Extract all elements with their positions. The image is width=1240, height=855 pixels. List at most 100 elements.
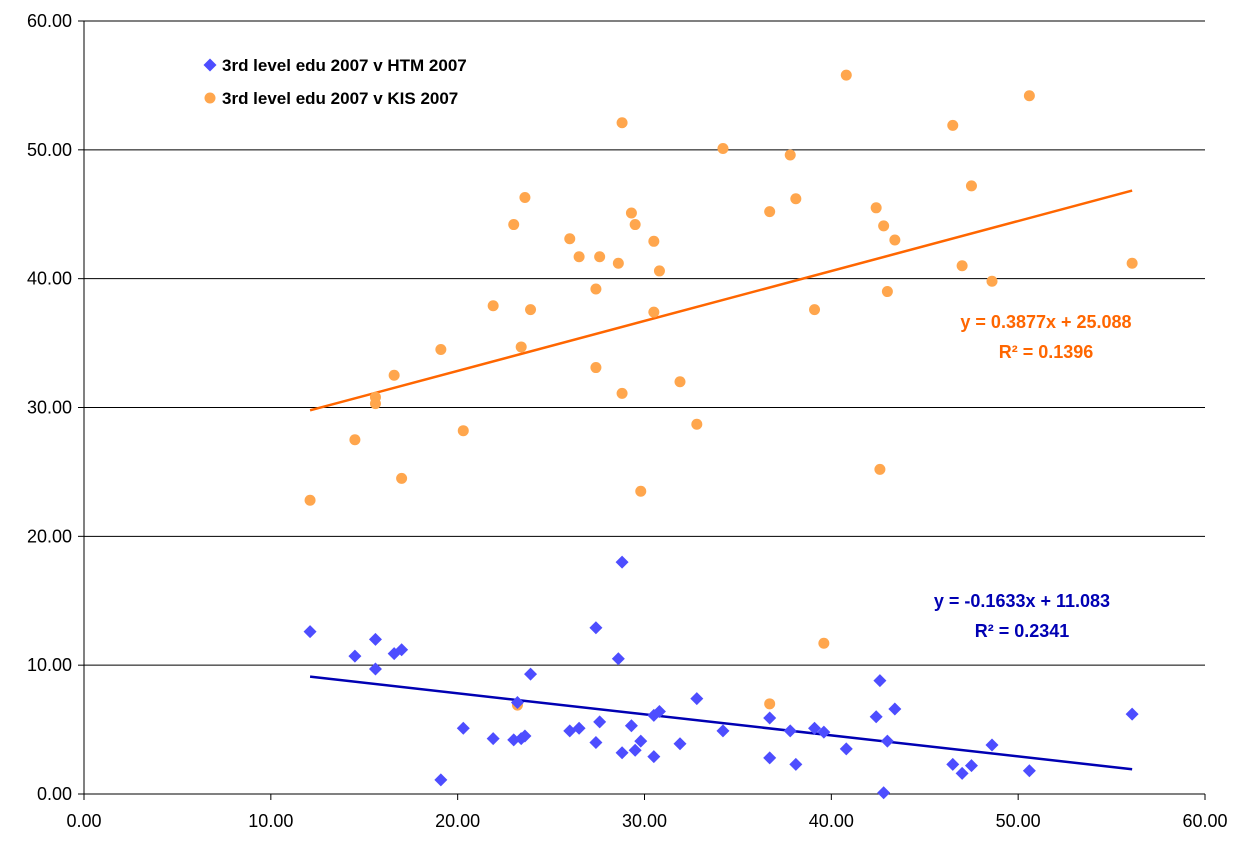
htm-data-point xyxy=(563,724,577,738)
x-tick-label: 60.00 xyxy=(1182,811,1227,831)
trendline-equations: y = -0.1633x + 11.083 R² = 0.2341 y = 0.38… xyxy=(934,312,1132,641)
y-tick-label: 0.00 xyxy=(37,784,72,804)
kis-data-point xyxy=(304,494,316,506)
htm-data-point xyxy=(783,724,797,738)
htm-data-point xyxy=(673,737,687,751)
kis-data-point xyxy=(818,637,830,649)
kis-data-point xyxy=(965,180,977,192)
y-tick-label: 40.00 xyxy=(27,269,72,289)
kis-data-point xyxy=(1126,257,1138,269)
kis-data-point xyxy=(349,434,361,446)
gridlines xyxy=(84,20,1205,666)
kis-data-point xyxy=(648,306,660,318)
htm-data-point xyxy=(789,757,803,771)
kis-data-point xyxy=(784,149,796,161)
kis-data-point xyxy=(388,369,400,381)
htm-data-point xyxy=(877,786,891,800)
kis-data-point xyxy=(1023,90,1035,102)
kis-data-point xyxy=(648,235,660,247)
kis-data-point xyxy=(616,117,628,129)
kis-data-point xyxy=(653,265,665,277)
data-points xyxy=(303,69,1139,800)
htm-data-point xyxy=(955,766,969,780)
htm-data-point xyxy=(368,662,382,676)
kis-trend-r2: R² = 0.1396 xyxy=(999,342,1094,362)
x-tick-label: 30.00 xyxy=(622,811,667,831)
htm-data-point xyxy=(589,621,603,635)
htm-data-point xyxy=(303,625,317,639)
kis-data-point xyxy=(396,472,408,484)
htm-data-point xyxy=(1125,707,1139,721)
htm-data-point xyxy=(690,692,704,706)
kis-data-point xyxy=(515,341,527,353)
kis-data-point xyxy=(874,463,886,475)
kis-trendline xyxy=(309,189,1133,412)
kis-data-point xyxy=(691,418,703,430)
y-axis-ticks: 0.00 10.00 20.00 30.00 40.00 50.00 60.00 xyxy=(27,11,84,804)
legend-marker-kis xyxy=(204,92,216,104)
kis-data-point xyxy=(947,119,959,131)
legend-marker-htm xyxy=(203,58,217,72)
htm-data-point xyxy=(615,555,629,569)
htm-trend-equation: y = -0.1633x + 11.083 xyxy=(934,591,1110,611)
kis-data-point xyxy=(986,275,998,287)
y-tick-label: 30.00 xyxy=(27,398,72,418)
htm-data-point xyxy=(368,632,382,646)
htm-data-point xyxy=(348,649,362,663)
htm-data-point xyxy=(634,734,648,748)
x-tick-label: 10.00 xyxy=(248,811,293,831)
kis-data-point xyxy=(457,425,469,437)
kis-data-point xyxy=(878,220,890,232)
htm-data-point xyxy=(510,696,524,710)
legend-label-kis: 3rd level edu 2007 v KIS 2007 xyxy=(222,89,458,108)
kis-data-point xyxy=(616,387,628,399)
legend: 3rd level edu 2007 v HTM 2007 3rd level e… xyxy=(203,56,467,108)
kis-data-point xyxy=(508,219,520,231)
htm-data-point xyxy=(647,750,661,764)
y-tick-label: 60.00 xyxy=(27,11,72,31)
htm-data-point xyxy=(817,725,831,739)
kis-data-point xyxy=(369,398,381,410)
htm-data-point xyxy=(763,711,777,725)
htm-data-point xyxy=(628,743,642,757)
htm-data-point xyxy=(763,751,777,765)
htm-data-point xyxy=(869,710,883,724)
kis-data-point xyxy=(717,143,729,155)
htm-data-point xyxy=(434,773,448,787)
htm-data-point xyxy=(615,746,629,760)
kis-data-point xyxy=(590,362,602,374)
kis-data-point xyxy=(435,344,447,356)
htm-data-point xyxy=(518,729,532,743)
htm-data-point xyxy=(880,734,894,748)
htm-trendline xyxy=(309,675,1133,771)
kis-data-point xyxy=(956,260,968,272)
htm-data-point xyxy=(888,702,902,716)
kis-data-point xyxy=(590,283,602,295)
kis-data-point xyxy=(625,207,637,219)
htm-data-point xyxy=(839,742,853,756)
x-tick-label: 20.00 xyxy=(435,811,480,831)
htm-data-point xyxy=(593,715,607,729)
htm-data-point xyxy=(395,643,409,657)
kis-data-point xyxy=(519,192,531,204)
x-axis-ticks: 0.00 10.00 20.00 30.00 40.00 50.00 60.00 xyxy=(66,794,1228,831)
kis-data-point xyxy=(764,698,776,710)
htm-data-point xyxy=(716,724,730,738)
kis-data-point xyxy=(764,206,776,218)
htm-data-point xyxy=(624,719,638,733)
htm-data-point xyxy=(524,667,538,681)
kis-data-point xyxy=(674,376,686,388)
htm-data-point xyxy=(1022,764,1036,778)
kis-data-point xyxy=(573,251,585,263)
kis-data-point xyxy=(612,257,624,269)
x-tick-label: 40.00 xyxy=(809,811,854,831)
kis-data-point xyxy=(840,69,852,81)
kis-data-point xyxy=(635,485,647,497)
htm-data-point xyxy=(589,735,603,749)
htm-data-point xyxy=(611,652,625,666)
htm-trend-r2: R² = 0.2341 xyxy=(975,621,1070,641)
kis-data-point xyxy=(809,304,821,316)
kis-trend-equation: y = 0.3877x + 25.088 xyxy=(960,312,1131,332)
kis-data-point xyxy=(629,219,641,231)
